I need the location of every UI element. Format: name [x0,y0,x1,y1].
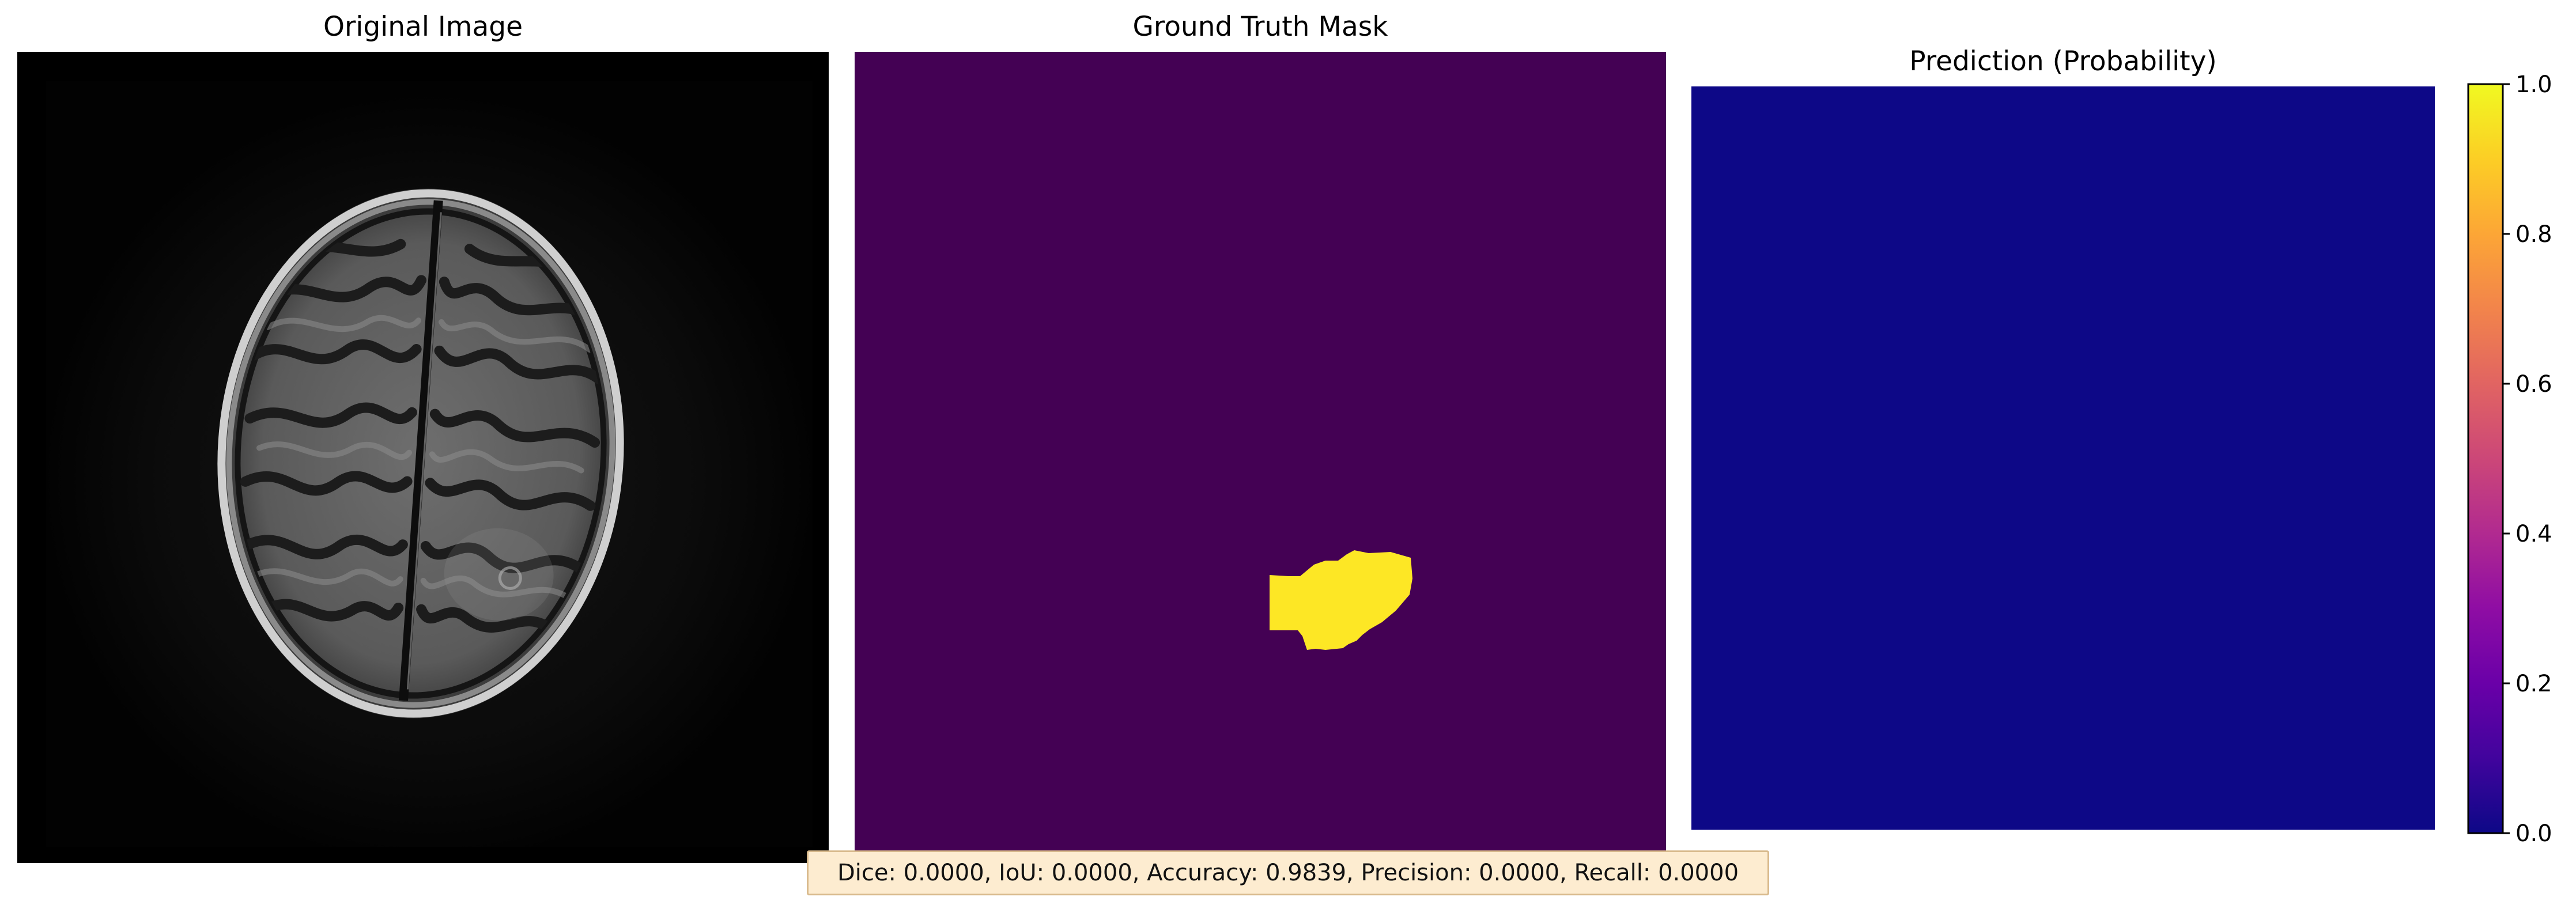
colorbar-tick-label: 0.2 [2515,671,2552,697]
mask-lesion-region [1270,550,1412,650]
colorbar-tick-label: 0.4 [2515,521,2552,547]
metrics-summary: Dice: 0.0000, IoU: 0.0000, Accuracy: 0.9… [807,850,1769,895]
colorbar-gradient [2467,83,2504,834]
original-image-title: Original Image [323,11,523,43]
brain-scan [217,188,624,718]
colorbar-tick-label: 0.0 [2515,820,2552,847]
colorbar-tick-label: 0.8 [2515,221,2552,248]
ground-truth-mask [855,52,1666,863]
ground-truth-title: Ground Truth Mask [1133,11,1389,43]
prediction-map [1691,86,2435,830]
colorbar-tick-label: 0.6 [2515,371,2552,398]
mask-background [855,52,1666,863]
prediction-title: Prediction (Probability) [1909,46,2217,77]
colorbar: 0.0 0.2 0.4 0.6 0.8 1.0 [2467,71,2552,847]
colorbar-tick-label: 1.0 [2515,71,2552,98]
original-image [17,52,829,863]
